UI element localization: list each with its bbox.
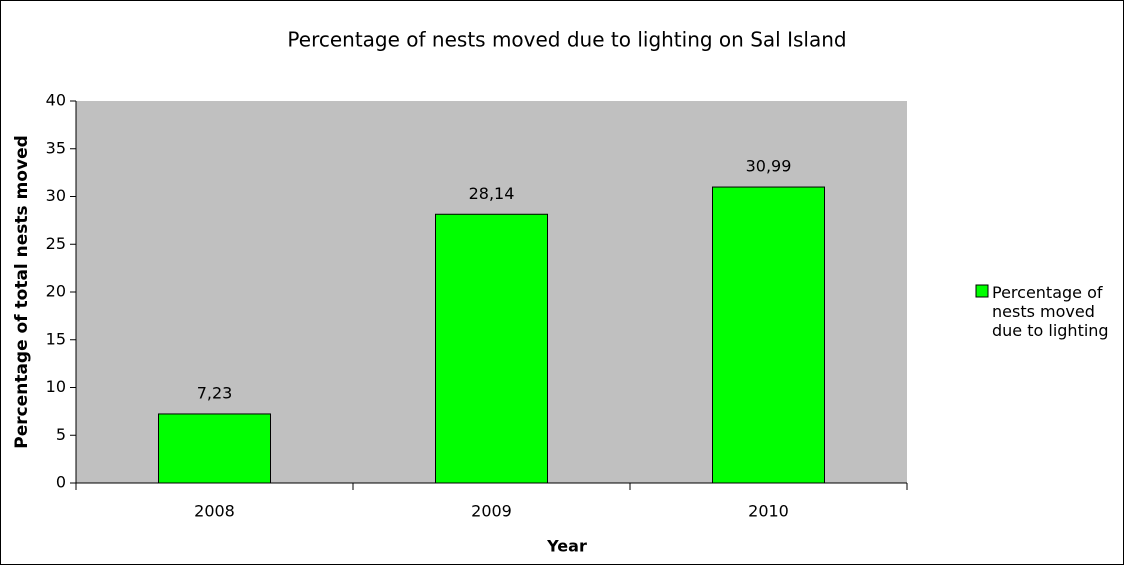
y-tick-label: 15 [46, 329, 66, 348]
y-tick-label: 0 [56, 473, 66, 492]
bar [712, 186, 825, 484]
y-tick-label: 30 [46, 186, 66, 205]
y-tick-label: 35 [46, 138, 66, 157]
bar [435, 213, 548, 484]
chart-title: Percentage of nests moved due to lightin… [287, 28, 846, 52]
bar [158, 413, 271, 484]
x-axis-label: Year [546, 537, 587, 556]
y-tick-label: 20 [46, 282, 66, 301]
y-tick-label: 40 [46, 91, 66, 110]
y-tick-label: 10 [46, 377, 66, 396]
legend-swatch [975, 284, 989, 298]
y-axis-label: Percentage of total nests moved [12, 135, 32, 449]
legend-label: Percentage of nests moved due to lightin… [992, 283, 1109, 340]
y-tick-label: 25 [46, 234, 66, 253]
y-tick-label: 5 [56, 425, 66, 444]
x-tick-label: 2008 [194, 502, 235, 521]
data-label: 28,14 [469, 184, 515, 203]
data-label: 7,23 [197, 383, 233, 402]
x-tick-label: 2009 [471, 502, 512, 521]
x-tick-label: 2010 [748, 502, 789, 521]
data-label: 30,99 [746, 157, 792, 176]
